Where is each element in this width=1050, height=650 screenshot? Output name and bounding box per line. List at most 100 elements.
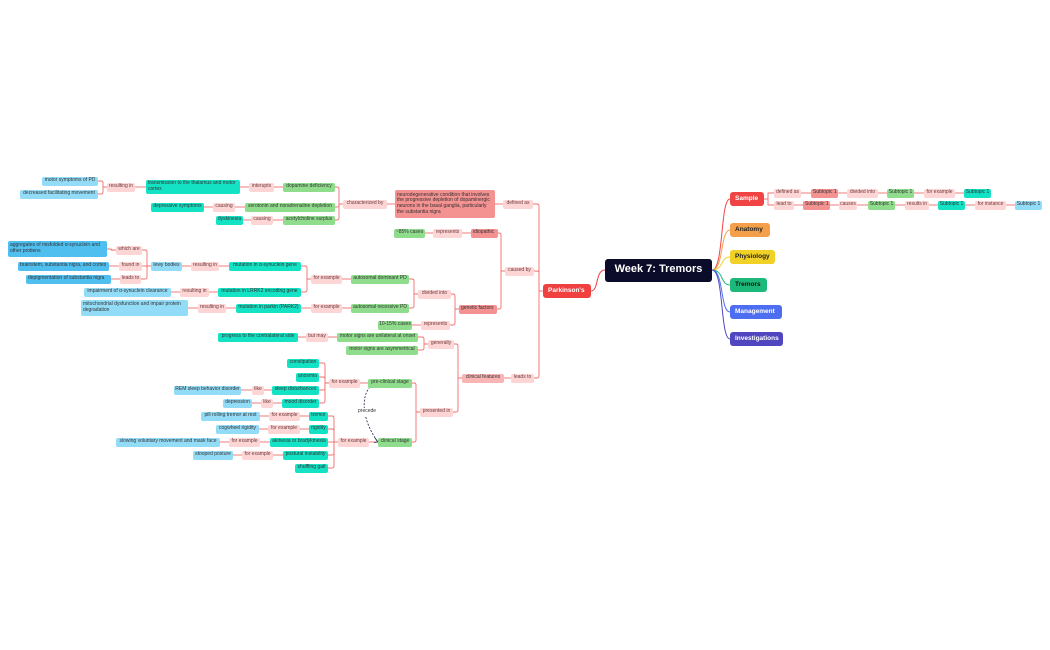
mindmap-node-n16[interactable]: ~85% cases bbox=[394, 228, 425, 238]
central-topic[interactable]: Week 7: Tremors bbox=[605, 258, 712, 282]
mindmap-node-n2[interactable]: decreased facilitating movement bbox=[20, 189, 98, 199]
mindmap-node-n55[interactable]: mood disorder bbox=[282, 398, 319, 408]
mindmap-node-n75[interactable]: clinical features bbox=[462, 373, 504, 383]
mindmap-node-n72[interactable]: for example bbox=[338, 437, 369, 447]
mindmap-node-n21[interactable]: which are bbox=[116, 245, 142, 255]
mindmap-node-n35[interactable]: resulting in bbox=[198, 303, 226, 313]
mindmap-node-n1[interactable]: motor symptoms of PD bbox=[42, 176, 98, 186]
mindmap-node-n7[interactable]: depressive symptoms bbox=[151, 202, 204, 212]
mindmap-node-n64[interactable]: rigidity bbox=[309, 424, 328, 434]
mindmap-node-n10[interactable]: dyskinesia bbox=[216, 215, 243, 225]
mindmap-node-n53[interactable]: depression bbox=[223, 398, 252, 408]
mindmap-node-n39[interactable]: divided into bbox=[418, 289, 451, 299]
mindmap-node-n25[interactable]: leads to bbox=[120, 274, 141, 284]
mindmap-node-n56[interactable]: for example bbox=[329, 378, 360, 388]
mindmap-node-n9[interactable]: serotonin and noradrenaline depletion bbox=[245, 202, 335, 212]
mindmap-node-n74[interactable]: presented in bbox=[420, 407, 453, 417]
sample-node[interactable]: Subtopic 1 bbox=[811, 188, 838, 198]
mindmap-node-n57[interactable]: pre-clinical stage bbox=[368, 378, 412, 388]
mindmap-node-n73[interactable]: clinical stage bbox=[378, 437, 412, 447]
branch-management[interactable]: Management bbox=[730, 305, 782, 319]
mindmap-node-n69[interactable]: for example bbox=[242, 450, 273, 460]
sample-node[interactable]: for instance bbox=[975, 200, 1006, 210]
sample-node[interactable]: divided into bbox=[847, 188, 878, 198]
mindmap-node-n65[interactable]: slowing voluntary movement and mask face bbox=[116, 437, 220, 447]
mindmap-node-n13[interactable]: characterized by bbox=[343, 199, 387, 209]
sample-node[interactable]: for example bbox=[924, 188, 955, 198]
mindmap-node-n33[interactable]: autosomal dominant PD bbox=[351, 274, 409, 284]
branch-sample[interactable]: Sample bbox=[730, 192, 764, 206]
mindmap-node-n15[interactable]: defined as bbox=[503, 199, 533, 209]
mindmap-node-n32[interactable]: for example bbox=[311, 274, 342, 284]
sample-node[interactable]: Subtopic 1 bbox=[1015, 200, 1042, 210]
mindmap-node-n29[interactable]: impairment of α-synuclein clearance bbox=[84, 287, 171, 297]
branch-investigations[interactable]: Investigations bbox=[730, 332, 783, 346]
mindmap-node-n61[interactable]: tremor bbox=[309, 411, 328, 421]
mindmap-node-n11[interactable]: causing bbox=[251, 215, 273, 225]
sample-node[interactable]: Subtopic 1 bbox=[887, 188, 914, 198]
mindmap-node-n4[interactable]: transmission to the thalamus and motor c… bbox=[146, 180, 240, 194]
mindmap-node-n14[interactable]: neurodegenerative condition that involve… bbox=[395, 190, 495, 218]
mindmap-node-n22[interactable]: brainstem, substantia nigra, and cortex bbox=[18, 261, 109, 271]
mindmap-node-n41[interactable]: 10-15% cases bbox=[378, 320, 412, 330]
mindmap-node-n50[interactable]: REM sleep behavior disorder bbox=[174, 385, 241, 395]
mindmap-node-n36[interactable]: mutation in parkin (PARK2) bbox=[236, 303, 301, 313]
mindmap-node-n71[interactable]: shuffling gait bbox=[295, 463, 328, 473]
mindmap-node-n45[interactable]: motor signs are unilateral at onset bbox=[337, 332, 418, 342]
mindmap-node-n6[interactable]: dopamine deficiency bbox=[283, 182, 335, 192]
mindmap-node-n34[interactable]: mitochondrial dysfunction and impair pro… bbox=[81, 300, 188, 316]
mindmap-node-n17[interactable]: represents bbox=[433, 228, 462, 238]
mindmap-node-n49[interactable]: anosmia bbox=[296, 372, 319, 382]
mindmap-node-n3[interactable]: resulting in bbox=[107, 182, 135, 192]
mindmap-node-n54[interactable]: like bbox=[261, 398, 273, 408]
mindmap-node-n51[interactable]: like bbox=[252, 385, 264, 395]
mindmap-node-n30[interactable]: resulting in bbox=[180, 287, 209, 297]
branch-tremors[interactable]: Tremors bbox=[730, 278, 767, 292]
mindmap-node-n5[interactable]: interupts bbox=[249, 182, 274, 192]
mindmap-node-n46[interactable]: motor signs are asymmetrical bbox=[346, 345, 418, 355]
mindmap-node-n38[interactable]: autosomal recessive PD bbox=[351, 303, 409, 313]
mindmap-node-n66[interactable]: for example bbox=[229, 437, 260, 447]
mindmap-node-n47[interactable]: generally bbox=[428, 339, 454, 349]
mindmap-node-n23[interactable]: found in bbox=[119, 261, 142, 271]
sample-connector bbox=[764, 198, 774, 206]
sample-node[interactable]: lead to bbox=[774, 200, 794, 210]
branch-anatomy[interactable]: Anatomy bbox=[730, 223, 770, 237]
mindmap-node-n43[interactable]: progress to the contralateral side bbox=[218, 332, 298, 342]
mindmap-node-n67[interactable]: akinesia or bradykinesia bbox=[270, 437, 328, 447]
mindmap-node-n26[interactable]: lewy bodies bbox=[151, 261, 182, 271]
mindmap-node-n37[interactable]: for example bbox=[311, 303, 342, 313]
mindmap-node-n52[interactable]: sleep disturbances bbox=[272, 385, 319, 395]
mindmap-node-n28[interactable]: mutation in α-synuclein gene bbox=[229, 261, 301, 271]
sample-node[interactable]: Subtopic 1 bbox=[938, 200, 965, 210]
mindmap-node-n44[interactable]: but may bbox=[306, 332, 328, 342]
mindmap-node-n19[interactable]: caused by bbox=[505, 266, 534, 276]
connector-line bbox=[412, 411, 420, 443]
mindmap-node-n42[interactable]: represents bbox=[421, 320, 450, 330]
mindmap-node-n8[interactable]: causing bbox=[213, 202, 235, 212]
mindmap-node-n68[interactable]: stooped posture bbox=[193, 450, 233, 460]
sample-node[interactable]: Subtopic 1 bbox=[803, 200, 830, 210]
sample-node[interactable]: Subtopic 1 bbox=[964, 188, 991, 198]
mindmap-node-n70[interactable]: postural instability bbox=[283, 450, 328, 460]
parkinsons-node[interactable]: Parkinson's bbox=[543, 284, 591, 298]
mindmap-node-n31[interactable]: mutation in LRRK2 encoding gene bbox=[218, 287, 301, 297]
mindmap-node-n76[interactable]: leads to bbox=[511, 373, 534, 383]
mindmap-node-n12[interactable]: acetylcholine surplus bbox=[283, 215, 335, 225]
sample-node[interactable]: results in bbox=[905, 200, 929, 210]
mindmap-node-n18[interactable]: idiopathic bbox=[471, 228, 498, 238]
mindmap-node-n63[interactable]: for example bbox=[268, 424, 300, 434]
sample-node[interactable]: Subtopic 1 bbox=[868, 200, 895, 210]
sample-node[interactable]: causes bbox=[839, 200, 857, 210]
mindmap-node-n62[interactable]: cogwheel rigidity bbox=[216, 424, 259, 434]
connector-line bbox=[141, 265, 151, 280]
sample-node[interactable]: defined as bbox=[774, 188, 801, 198]
mindmap-node-n60[interactable]: for example bbox=[269, 411, 300, 421]
mindmap-node-n59[interactable]: pill rolling tremor at rest bbox=[201, 411, 260, 421]
branch-physiology[interactable]: Physiology bbox=[730, 250, 775, 264]
mindmap-node-n24[interactable]: depigmentation of substantia nigra bbox=[26, 274, 111, 284]
mindmap-node-n40[interactable]: genetic factors bbox=[459, 304, 497, 314]
mindmap-node-n27[interactable]: resulting in bbox=[191, 261, 219, 271]
mindmap-node-n48[interactable]: constipation bbox=[287, 358, 319, 368]
mindmap-node-n20[interactable]: aggregates of misfolded α-synuclein and … bbox=[8, 241, 107, 257]
